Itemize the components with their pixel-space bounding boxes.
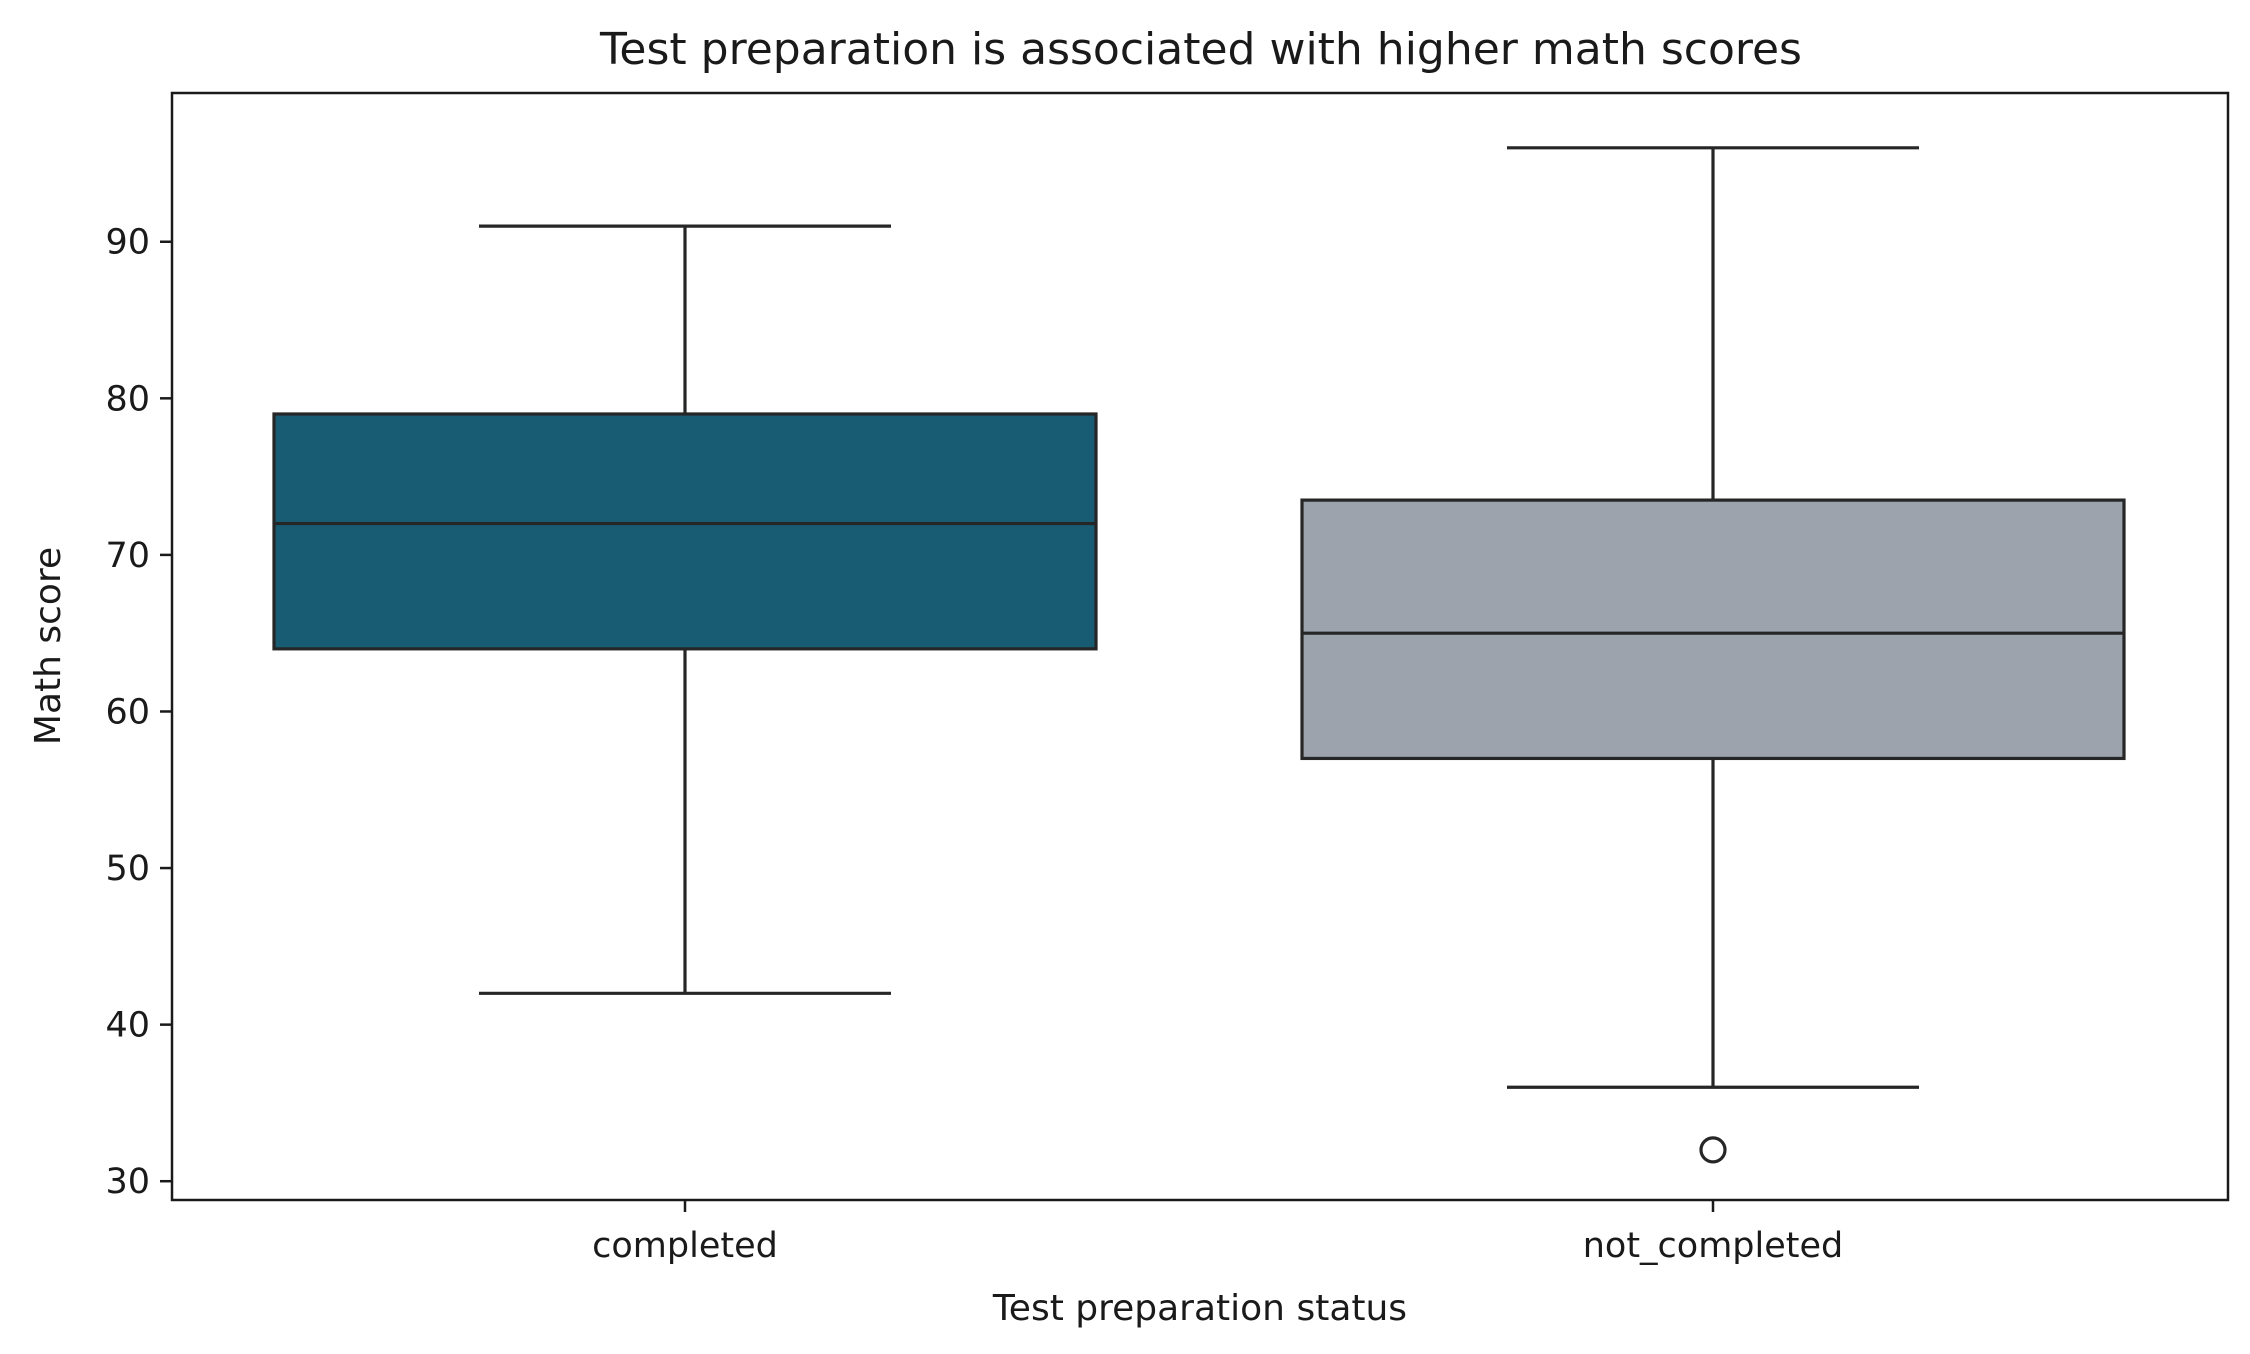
- y-tick-label: 40: [105, 1006, 150, 1046]
- y-tick-label: 50: [105, 849, 150, 889]
- chart-title: Test preparation is associated with high…: [599, 24, 1802, 75]
- y-tick-label: 70: [105, 536, 150, 576]
- x-axis-label: Test preparation status: [992, 1288, 1407, 1329]
- plot-area: [272, 146, 2126, 1164]
- iqr-box: [1300, 498, 2126, 761]
- iqr-box: [272, 412, 1098, 651]
- y-tick-label: 90: [105, 223, 150, 263]
- y-tick-label: 80: [105, 379, 150, 419]
- x-tick-label: completed: [592, 1226, 778, 1266]
- box-group-completed: [272, 224, 1098, 995]
- y-axis: 30 40 50 60 70 80 90: [105, 223, 172, 1202]
- y-axis-label: Math score: [28, 547, 69, 745]
- x-axis: completed not_completed: [592, 1200, 1843, 1266]
- y-tick-label: 30: [105, 1162, 150, 1202]
- box-group-not_completed: [1300, 146, 2126, 1164]
- outlier-point: [1699, 1136, 1727, 1164]
- plot-frame: [170, 91, 2230, 1202]
- y-tick-label: 60: [105, 692, 150, 732]
- x-tick-label: not_completed: [1583, 1226, 1844, 1266]
